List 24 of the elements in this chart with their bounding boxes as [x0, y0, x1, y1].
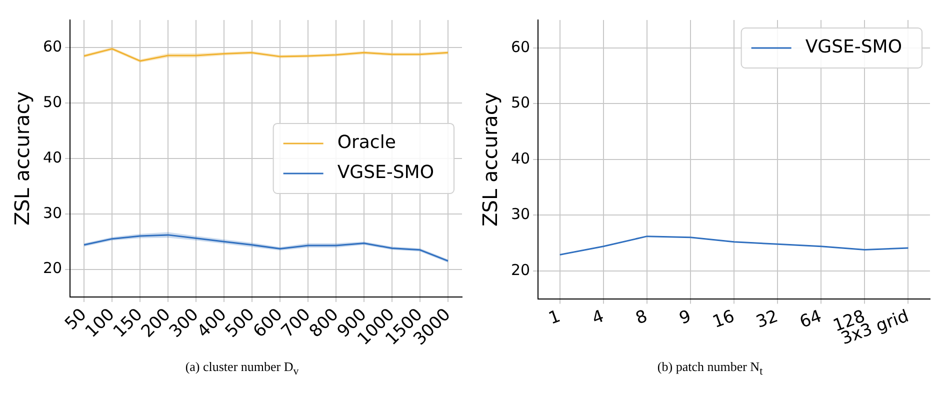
y-axis-title: ZSL accuracy — [10, 91, 34, 226]
legend-label: Oracle — [337, 132, 396, 154]
y-tick-label: 60 — [510, 38, 530, 56]
x-tick-label: 8 — [633, 306, 650, 329]
legend-label: VGSE-SMO — [337, 162, 434, 184]
y-tick-label: 30 — [510, 205, 530, 224]
y-tick-label: 30 — [42, 204, 62, 222]
text: (b) patch number N$_{t}$ — [656, 359, 764, 378]
legend-label: VGSE-SMO — [805, 36, 902, 58]
x-tick-label: 64 — [797, 306, 824, 333]
y-tick-label: 20 — [42, 259, 62, 278]
y-tick-label: 40 — [510, 149, 530, 168]
x-tick-label: 32 — [754, 306, 781, 333]
x-tick-label: 1 — [546, 306, 564, 329]
text: (a) cluster number D$_{v}$ — [184, 359, 300, 378]
y-tick-label: 20 — [510, 260, 530, 279]
y-tick-label: 40 — [42, 148, 62, 166]
x-tick-label: 16 — [710, 306, 738, 333]
y-tick-label: 60 — [42, 38, 62, 56]
y-axis-title: ZSL accuracy — [478, 92, 502, 226]
y-tick-label: 50 — [510, 94, 530, 112]
y-tick-label: 50 — [42, 92, 62, 111]
x-tick-label: 4 — [590, 306, 607, 329]
x-tick-label: 9 — [676, 306, 694, 329]
